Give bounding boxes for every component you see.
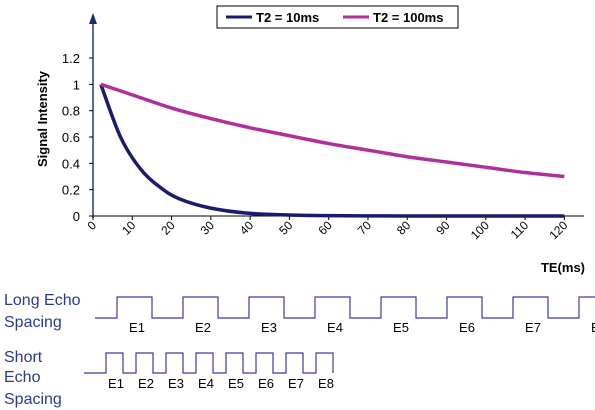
x-ticks: 0 10 20 30 40 50 60 70 80 90 100 110 120 (84, 216, 571, 242)
legend: T2 = 10ms T2 = 100ms (216, 5, 459, 29)
x-tick-label: 90 (433, 218, 453, 238)
x-tick-label: 60 (315, 218, 335, 238)
short-echo-label: E3 (168, 376, 184, 391)
x-axis-title: TE(ms) (541, 260, 585, 275)
long-echo-label: E6 (459, 320, 475, 335)
y-tick-label: 0.8 (62, 104, 80, 119)
y-tick-label: 1.2 (62, 51, 80, 66)
short-echo-label-line-3: Spacing (4, 391, 62, 408)
short-echo-label: E1 (108, 376, 124, 391)
x-tick-label: 30 (198, 218, 218, 238)
legend-label-t2-10: T2 = 10ms (256, 10, 319, 25)
short-pulse-path (84, 352, 334, 374)
short-echo-label: E8 (318, 376, 334, 391)
short-echo-label-line-1: Short (4, 349, 43, 366)
long-echo-label: E7 (525, 320, 541, 335)
short-echo-pulse-train: E1 E2 E3 E4 E5 E6 E7 E8 (84, 352, 334, 391)
legend-box (216, 5, 459, 29)
series-lines (99, 82, 565, 218)
series-line-0 (99, 83, 565, 218)
x-tick-label: 100 (468, 218, 492, 242)
x-tick-label: 50 (276, 218, 296, 238)
short-echo-label: E2 (138, 376, 154, 391)
x-tick-label: 0 (84, 218, 99, 233)
y-axis-arrow (89, 13, 97, 24)
long-echo-label-line-2: Spacing (4, 314, 62, 331)
short-echo-label: E4 (198, 376, 214, 391)
y-tick-label: 0.4 (62, 156, 80, 171)
y-tick-label: 0.6 (62, 130, 80, 145)
x-tick-label: 110 (508, 218, 532, 242)
legend-label-t2-100: T2 = 100ms (373, 10, 443, 25)
x-tick-label: 20 (158, 218, 178, 238)
y-tick-label: 1 (73, 77, 80, 92)
x-tick-label: 70 (355, 218, 375, 238)
long-echo-label: E4 (327, 320, 343, 335)
y-tick-label: 0 (73, 209, 80, 224)
x-tick-label: 40 (237, 218, 257, 238)
long-echo-label-line-1: Long Echo (4, 292, 81, 309)
long-echo-label: E2 (195, 320, 211, 335)
x-tick-label: 120 (546, 218, 570, 242)
x-tick-label: 10 (119, 218, 139, 238)
chart-axes (89, 13, 584, 218)
long-echo-label: E5 (393, 320, 409, 335)
long-echo-label: E8 (591, 320, 595, 335)
short-echo-label: Short Echo Spacing (4, 349, 62, 408)
long-echo-label: Long Echo Spacing (4, 292, 81, 331)
y-ticks: 0 0.2 0.4 0.6 0.8 1 1.2 (62, 51, 93, 224)
short-echo-label: E5 (228, 376, 244, 391)
short-echo-label: E6 (258, 376, 274, 391)
long-echo-label: E1 (129, 320, 145, 335)
x-tick-label: 80 (394, 218, 414, 238)
long-echo-pulse-train: E1 E2 E3 E4 E5 E6 E7 E8 (95, 296, 595, 335)
y-tick-label: 0.2 (62, 183, 80, 198)
long-pulse-path (95, 296, 595, 319)
short-echo-label: E7 (288, 376, 304, 391)
long-echo-label: E3 (261, 320, 277, 335)
short-echo-label-line-2: Echo (4, 369, 41, 386)
y-axis-title: Signal Intensity (35, 70, 50, 167)
series-line-1 (100, 82, 565, 179)
